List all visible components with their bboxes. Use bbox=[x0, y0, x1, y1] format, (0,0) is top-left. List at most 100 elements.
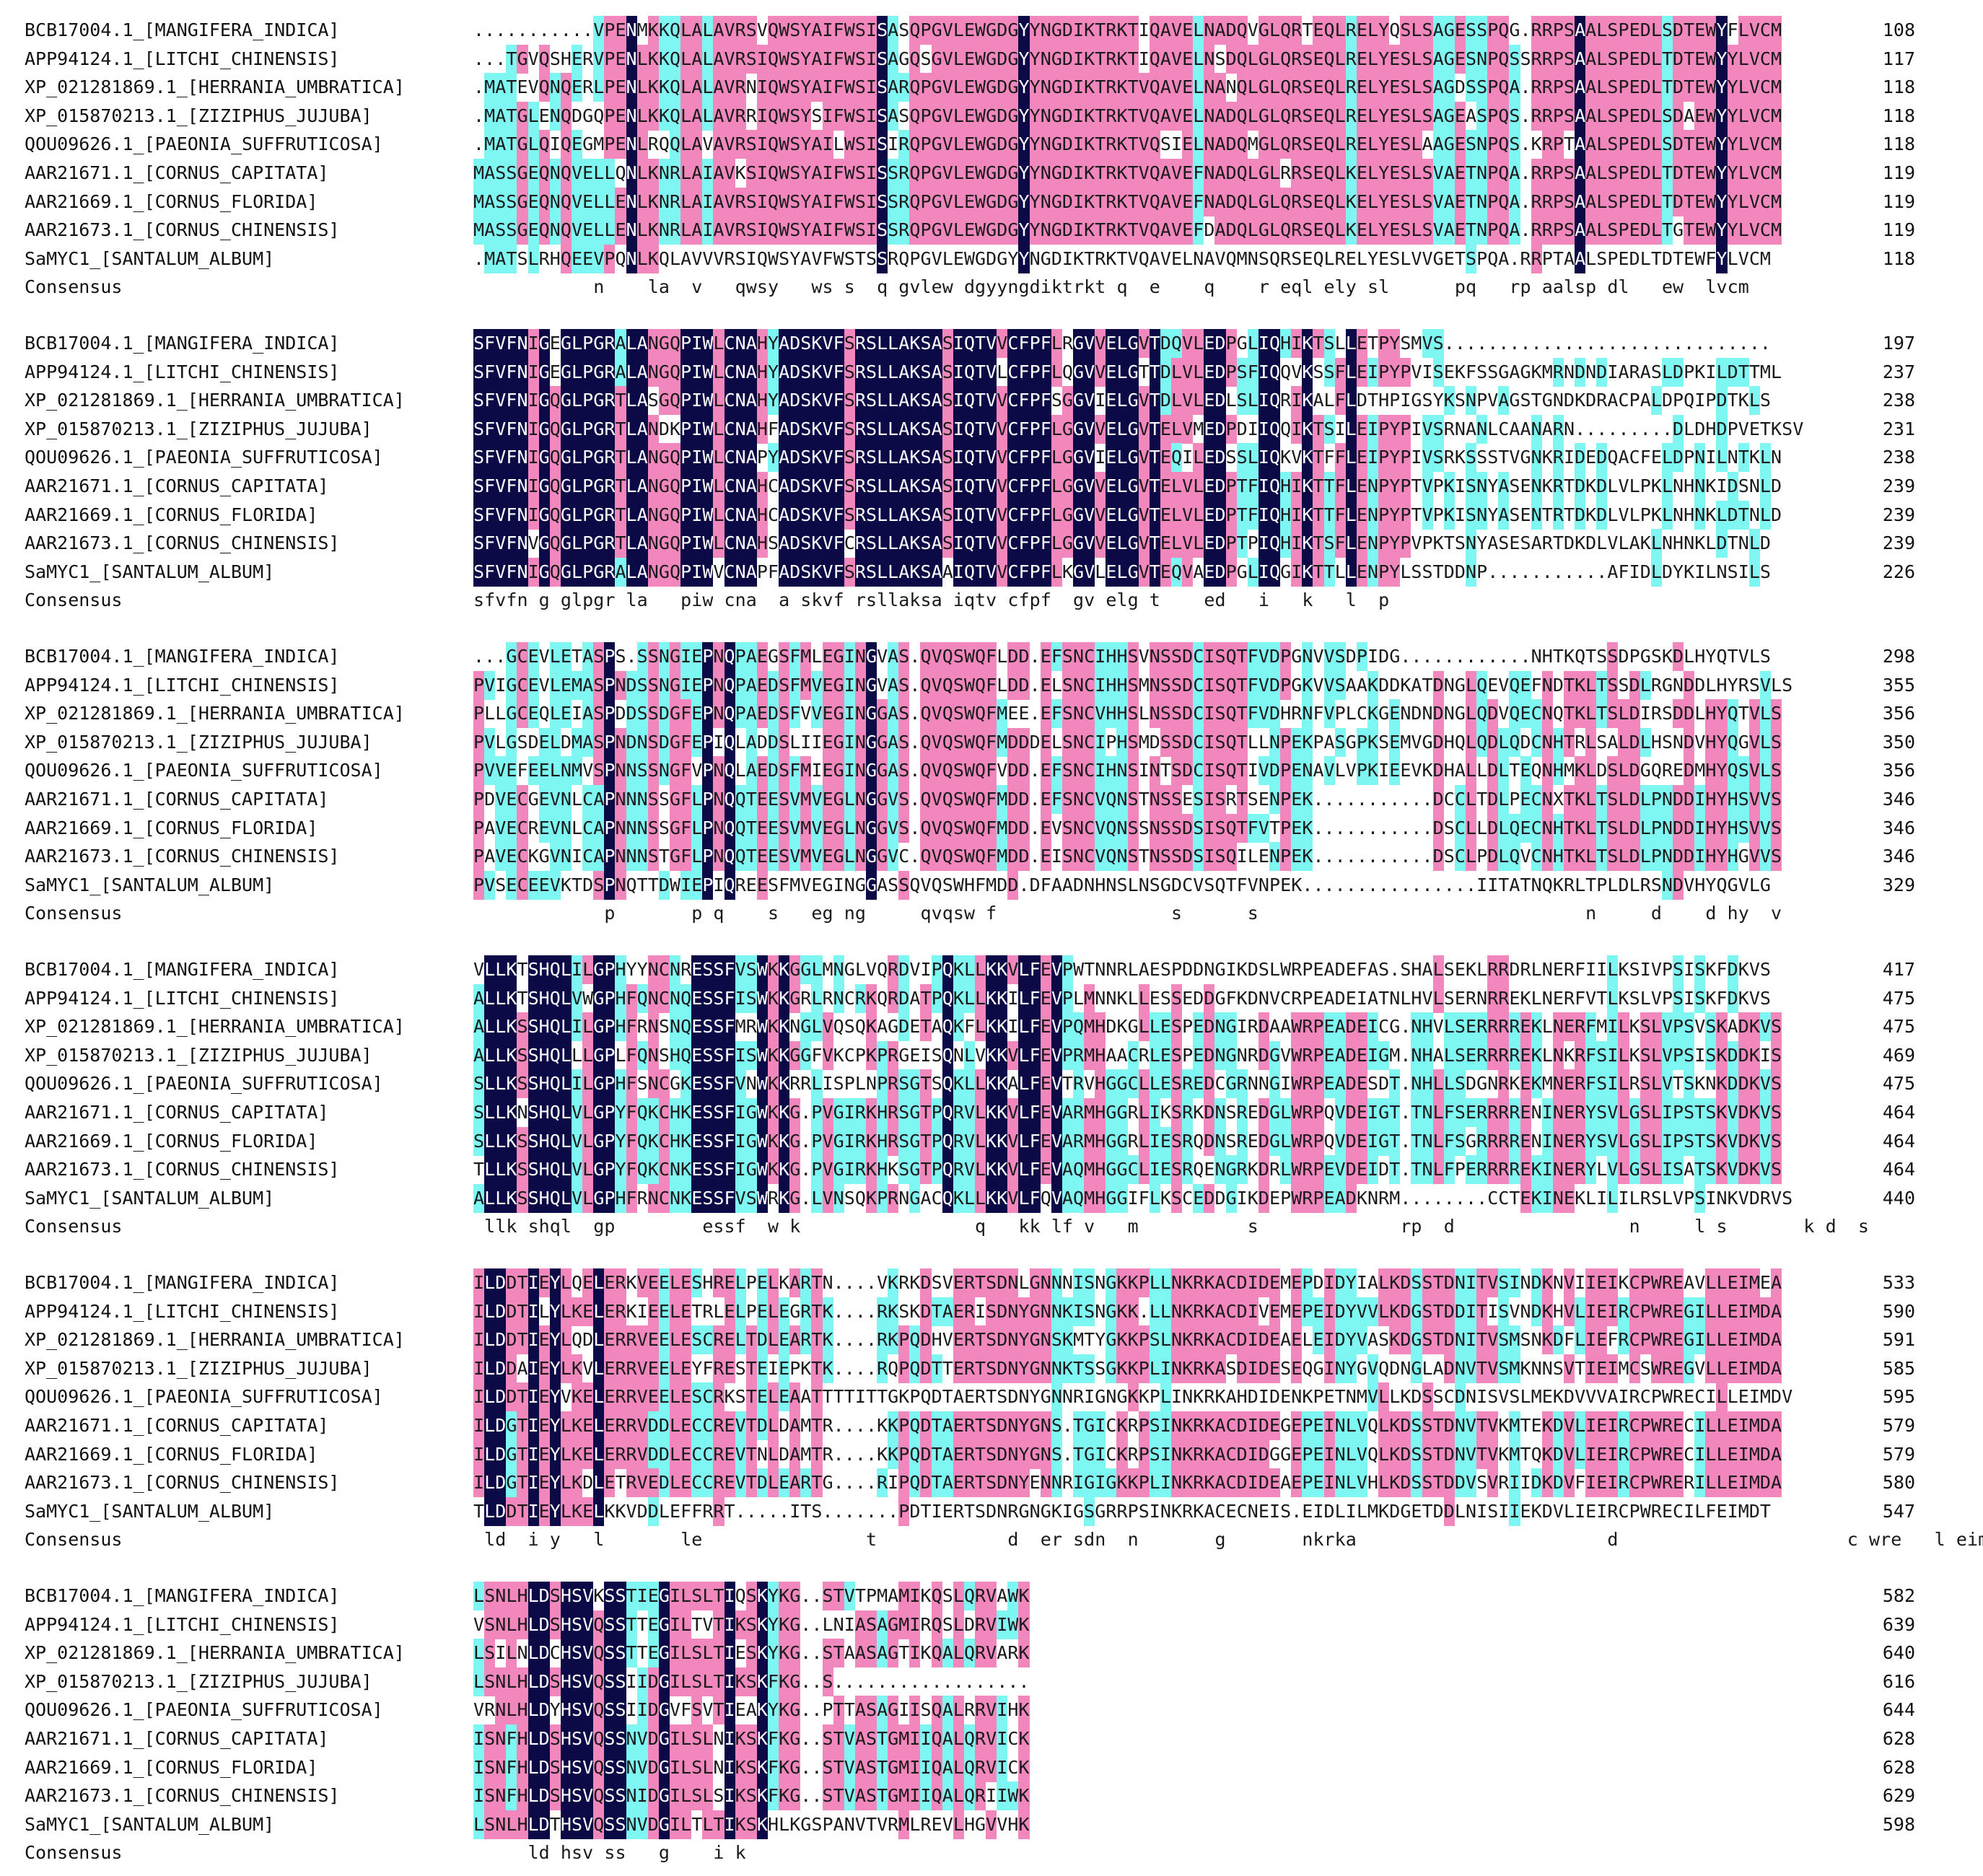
sequence-end-position: 595 bbox=[1882, 1386, 1915, 1408]
sequence-row: XP_021281869.1_[HERRANIA_UMBRATICA] .MATE… bbox=[0, 73, 1983, 102]
sequence-residues: SFVFNIGQGLPGRTLANGQPIWLCNAHCADSKVFSRSLLA… bbox=[473, 472, 1782, 501]
sequence-name: BCB17004.1_[MANGIFERA_INDICA] bbox=[25, 333, 340, 354]
sequence-name: AAR21673.1_[CORNUS_CHINENSIS] bbox=[25, 532, 340, 554]
sequence-row: QOU09626.1_[PAEONIA_SUFFRUTICOSA] ILDDTIE… bbox=[0, 1382, 1983, 1412]
sequence-name: BCB17004.1_[MANGIFERA_INDICA] bbox=[25, 646, 340, 667]
sequence-residues: ILDDTIEYLQELERKVEELESHRELPELKARTN....VKR… bbox=[473, 1268, 1782, 1297]
sequence-residues: PVIGCEVLEMASPNDSSNGIEPNQPAEDSFMVEGINGVAS… bbox=[473, 670, 1792, 700]
sequence-residues: ILDGTIEYLKELERRVDDLECCREVTNLDAMTR....KKP… bbox=[473, 1439, 1782, 1469]
sequence-name: XP_021281869.1_[HERRANIA_UMBRATICA] bbox=[25, 703, 405, 724]
sequence-residues: SFVFNIGEGLPGRALANGQPIWLCNAHYADSKVFSRSLLA… bbox=[473, 357, 1782, 387]
sequence-residues: ILDDAIEYLKVLERRVEELEYFRESTEIEPKTK....RQP… bbox=[473, 1354, 1782, 1383]
sequence-name: SaMYC1_[SANTALUM_ALBUM] bbox=[25, 561, 275, 582]
sequence-end-position: 644 bbox=[1882, 1699, 1915, 1721]
sequence-row: SaMYC1_[SANTALUM_ALBUM] PVSECEEVKTDSPNQTT… bbox=[0, 870, 1983, 900]
sequence-end-position: 590 bbox=[1882, 1300, 1915, 1322]
sequence-residues: ILDDTIEYVKELERRVEELESCRKSTELEAATTTTITTGK… bbox=[473, 1382, 1792, 1412]
sequence-name: BCB17004.1_[MANGIFERA_INDICA] bbox=[25, 19, 340, 40]
sequence-residues: MASSGEQNQVELLENLKNRLAIAVRSIQWSYAIFWSISSR… bbox=[473, 216, 1782, 245]
sequence-name: BCB17004.1_[MANGIFERA_INDICA] bbox=[25, 1585, 340, 1606]
sequence-end-position: 237 bbox=[1882, 361, 1915, 382]
sequence-row: XP_021281869.1_[HERRANIA_UMBRATICA] SFVFN… bbox=[0, 386, 1983, 416]
sequence-end-position: 239 bbox=[1882, 504, 1915, 525]
sequence-name: AAR21669.1_[CORNUS_FLORIDA] bbox=[25, 1130, 318, 1152]
sequence-end-position: 239 bbox=[1882, 475, 1915, 496]
sequence-row: SaMYC1_[SANTALUM_ALBUM] SFVFNIGQGLPGRALAN… bbox=[0, 557, 1983, 587]
sequence-residues: SLLKSSHQLILGPHFSNCGKESSFVNWKKRRLISPLNPRS… bbox=[473, 1069, 1782, 1099]
sequence-residues: SFVFNIGQGLPGRTLANGQPIWLCNAPYADSKVFSRSLLA… bbox=[473, 443, 1782, 473]
sequence-residues: .MATSLRHQEEVPQNLKQLAVVVRSIQWSYAVFWSTSSRQ… bbox=[473, 244, 1771, 273]
sequence-end-position: 579 bbox=[1882, 1443, 1915, 1465]
sequence-end-position: 226 bbox=[1882, 561, 1915, 582]
alignment-block: BCB17004.1_[MANGIFERA_INDICA] SFVFNIGEGLP… bbox=[0, 329, 1983, 615]
sequence-residues: ISNFHLDSHSVQSSNVDGILSLNIKSKFKG..STVASTGM… bbox=[473, 1724, 1030, 1753]
consensus-row: Consensus llk shql gp essf w k q kk lf v… bbox=[0, 1212, 1983, 1241]
sequence-end-position: 547 bbox=[1882, 1500, 1915, 1522]
sequence-row: QOU09626.1_[PAEONIA_SUFFRUTICOSA] SFVFNIG… bbox=[0, 443, 1983, 473]
sequence-end-position: 238 bbox=[1882, 390, 1915, 411]
alignment-block: BCB17004.1_[MANGIFERA_INDICA] VLLKTSHQLIL… bbox=[0, 955, 1983, 1241]
sequence-row: AAR21673.1_[CORNUS_CHINENSIS] TLLKSSHQLVL… bbox=[0, 1155, 1983, 1185]
sequence-residues: .MATEVQNQERLPENLKKQLALAVRNIQWSYAIFWSISAR… bbox=[473, 73, 1782, 102]
sequence-end-position: 417 bbox=[1882, 959, 1915, 980]
sequence-residues: .MATGLQIQEGMPENLRQQLAVAVRSIQWSYAILWSISIR… bbox=[473, 130, 1782, 159]
consensus-label: Consensus bbox=[25, 1216, 123, 1237]
sequence-residues: PAVECREVNLCAPNNNSSGFLPNQQTEESVMVEGLNGGVS… bbox=[473, 813, 1782, 843]
sequence-name: APP94124.1_[LITCHI_CHINENSIS] bbox=[25, 48, 340, 69]
sequence-end-position: 582 bbox=[1882, 1585, 1915, 1606]
sequence-row: SaMYC1_[SANTALUM_ALBUM] ALLKSSHQLVLGPHFRN… bbox=[0, 1183, 1983, 1213]
sequence-residues: ILDDTILYLKELERKIEELETRLELPELEGRTK....RKS… bbox=[473, 1297, 1782, 1326]
sequence-residues: ILDGTIEYLKDLETRVEDLECCREVTDLEARTG....RIP… bbox=[473, 1468, 1782, 1498]
sequence-name: BCB17004.1_[MANGIFERA_INDICA] bbox=[25, 1272, 340, 1293]
sequence-name: XP_021281869.1_[HERRANIA_UMBRATICA] bbox=[25, 1016, 405, 1038]
sequence-residues: ...........VPENMKKQLALAVRSVQWSYAIFWSISAS… bbox=[473, 16, 1782, 45]
sequence-residues: SFVFNIGQGLPGRALANGQPIWVCNAPFADSKVFSRSLLA… bbox=[473, 557, 1771, 587]
sequence-end-position: 591 bbox=[1882, 1329, 1915, 1351]
sequence-end-position: 440 bbox=[1882, 1187, 1915, 1209]
sequence-name: AAR21673.1_[CORNUS_CHINENSIS] bbox=[25, 1159, 340, 1180]
sequence-end-position: 533 bbox=[1882, 1272, 1915, 1293]
sequence-name: XP_015870213.1_[ZIZIPHUS_JUJUBA] bbox=[25, 1670, 372, 1692]
sequence-end-position: 346 bbox=[1882, 817, 1915, 838]
sequence-row: AAR21671.1_[CORNUS_CAPITATA] ILDGTIEYLKEL… bbox=[0, 1411, 1983, 1440]
sequence-row: APP94124.1_[LITCHI_CHINENSIS] VSNLHLDSHSV… bbox=[0, 1610, 1983, 1639]
sequence-row: APP94124.1_[LITCHI_CHINENSIS] PVIGCEVLEMA… bbox=[0, 670, 1983, 700]
sequence-name: QOU09626.1_[PAEONIA_SUFFRUTICOSA] bbox=[25, 447, 383, 468]
alignment-block: BCB17004.1_[MANGIFERA_INDICA]...........… bbox=[0, 16, 1983, 302]
sequence-name: XP_021281869.1_[HERRANIA_UMBRATICA] bbox=[25, 1329, 405, 1351]
sequence-name: BCB17004.1_[MANGIFERA_INDICA] bbox=[25, 959, 340, 980]
sequence-row: APP94124.1_[LITCHI_CHINENSIS] SFVFNIGEGLP… bbox=[0, 357, 1983, 387]
sequence-name: AAR21669.1_[CORNUS_FLORIDA] bbox=[25, 190, 318, 212]
sequence-end-position: 108 bbox=[1882, 19, 1915, 40]
sequence-row: APP94124.1_[LITCHI_CHINENSIS] ILDDTILYLKE… bbox=[0, 1297, 1983, 1326]
consensus-row: Consensus p p q s eg ng qvqsw f s s n d … bbox=[0, 899, 1983, 928]
sequence-residues: VSNLHLDSHSVQSSTTEGILTVTIKSKYKG..LNIASAGM… bbox=[473, 1610, 1030, 1639]
sequence-name: XP_021281869.1_[HERRANIA_UMBRATICA] bbox=[25, 76, 405, 98]
sequence-residues: SFVFNIGEGLPGRALANGQPIWLCNAHYADSKVFSRSLLA… bbox=[473, 329, 1771, 358]
sequence-name: SaMYC1_[SANTALUM_ALBUM] bbox=[25, 1813, 275, 1835]
sequence-row: XP_015870213.1_[ZIZIPHUS_JUJUBA] PVLGSDEL… bbox=[0, 727, 1983, 757]
sequence-name: AAR21671.1_[CORNUS_CAPITATA] bbox=[25, 1728, 329, 1749]
sequence-residues: ALLKTSHQLVWGPHFQNCNQESSFISWKKGRLRNCRKQRD… bbox=[473, 983, 1771, 1013]
sequence-end-position: 119 bbox=[1882, 162, 1915, 183]
sequence-end-position: 118 bbox=[1882, 133, 1915, 155]
sequence-row: AAR21671.1_[CORNUS_CAPITATA] PDVECGEVNLCA… bbox=[0, 785, 1983, 814]
sequence-end-position: 639 bbox=[1882, 1613, 1915, 1635]
sequence-end-position: 356 bbox=[1882, 760, 1915, 781]
sequence-row: XP_015870213.1_[ZIZIPHUS_JUJUBA] SFVFNIGQ… bbox=[0, 414, 1983, 444]
sequence-residues: MASSGEQNQVELLENLKNRLAIAVRSIQWSYAIFWSISSR… bbox=[473, 187, 1782, 216]
sequence-row: BCB17004.1_[MANGIFERA_INDICA] SFVFNIGEGLP… bbox=[0, 329, 1983, 358]
sequence-name: XP_015870213.1_[ZIZIPHUS_JUJUBA] bbox=[25, 418, 372, 439]
sequence-end-position: 629 bbox=[1882, 1785, 1915, 1807]
sequence-end-position: 580 bbox=[1882, 1472, 1915, 1494]
sequence-row: XP_015870213.1_[ZIZIPHUS_JUJUBA] LSNLHLDS… bbox=[0, 1667, 1983, 1696]
sequence-residues: ALLKSSHQLLLGPLFQNSHQESSFISWKKGGFVKCPKPRG… bbox=[473, 1040, 1782, 1070]
sequence-name: APP94124.1_[LITCHI_CHINENSIS] bbox=[25, 987, 340, 1009]
sequence-row: BCB17004.1_[MANGIFERA_INDICA]...........… bbox=[0, 16, 1983, 45]
sequence-end-position: 346 bbox=[1882, 789, 1915, 810]
sequence-row: BCB17004.1_[MANGIFERA_INDICA] VLLKTSHQLIL… bbox=[0, 955, 1983, 984]
sequence-row: XP_021281869.1_[HERRANIA_UMBRATICA] LSILN… bbox=[0, 1639, 1983, 1668]
sequence-name: AAR21673.1_[CORNUS_CHINENSIS] bbox=[25, 219, 340, 241]
sequence-name: AAR21671.1_[CORNUS_CAPITATA] bbox=[25, 475, 329, 496]
